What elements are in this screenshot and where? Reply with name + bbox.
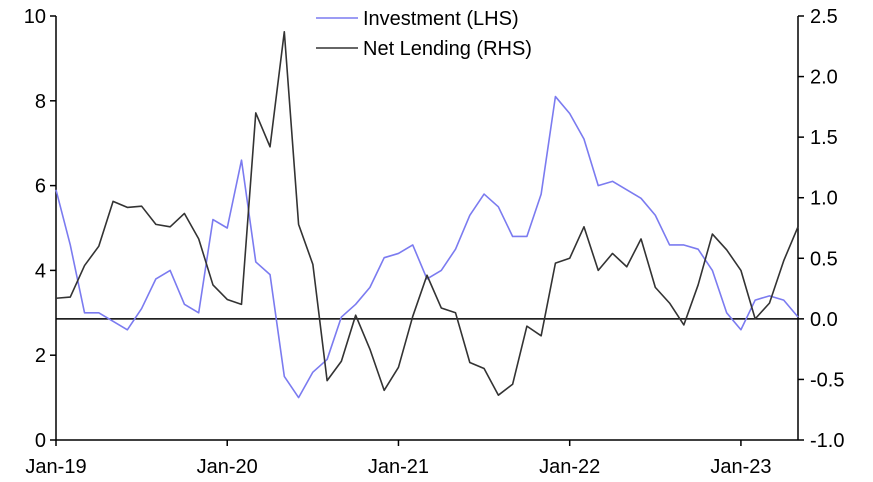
right-axis-tick-label: 2.5 xyxy=(810,6,838,28)
right-axis-tick-label: 0.0 xyxy=(810,309,838,331)
left-axis-tick-label: 6 xyxy=(35,176,46,198)
left-axis-tick-label: 10 xyxy=(24,6,46,28)
right-axis-ticks: -1.0 -0.5 0.0 0.5 1.0 1.5 2.0 2.5 xyxy=(798,6,844,452)
x-axis-tick-label: Jan-22 xyxy=(539,456,600,478)
right-axis-tick-label: 1.5 xyxy=(810,127,838,149)
axes xyxy=(55,16,799,441)
legend-item-net-lending: Net Lending (RHS) xyxy=(316,38,532,60)
series-layer xyxy=(55,30,799,399)
right-axis-tick-label: 1.0 xyxy=(810,188,838,210)
left-axis-tick-label: 8 xyxy=(35,91,46,113)
x-axis-tick-label: Jan-23 xyxy=(710,456,771,478)
legend-label-investment: Investment (LHS) xyxy=(363,8,519,30)
series-line-investment xyxy=(55,95,799,399)
left-axis-tick-label: 2 xyxy=(35,345,46,367)
x-axis-tick-label: Jan-21 xyxy=(368,456,429,478)
x-axis-ticks: Jan-19 Jan-20 Jan-21 Jan-22 Jan-23 xyxy=(25,440,772,478)
right-axis-tick-label: 0.5 xyxy=(810,248,838,270)
right-axis-tick-label: -1.0 xyxy=(810,430,844,452)
legend-label-net-lending: Net Lending (RHS) xyxy=(363,38,532,60)
right-axis-tick-label: 2.0 xyxy=(810,67,838,89)
x-axis-tick-label: Jan-20 xyxy=(197,456,258,478)
right-axis-tick-label: -0.5 xyxy=(810,369,844,391)
left-axis-tick-label: 0 xyxy=(35,430,46,452)
legend: Investment (LHS) Net Lending (RHS) xyxy=(316,8,532,60)
left-axis-ticks: 0 2 4 6 8 10 xyxy=(24,6,56,452)
x-axis-tick-label: Jan-19 xyxy=(25,456,86,478)
series-line-net-lending xyxy=(55,30,799,396)
left-axis-tick-label: 4 xyxy=(35,260,46,282)
legend-item-investment: Investment (LHS) xyxy=(316,8,519,30)
